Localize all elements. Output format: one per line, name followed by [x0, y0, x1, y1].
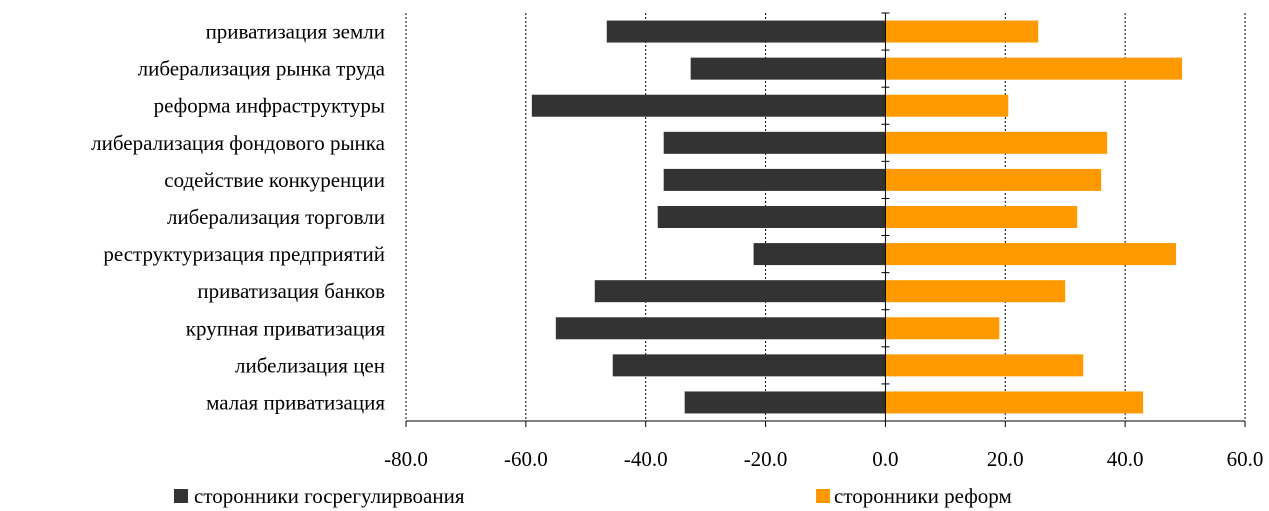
legend-label-reform: сторонники реформ	[834, 484, 1012, 508]
category-label: крупная приватизация	[186, 316, 386, 340]
bar-regulation	[606, 20, 886, 43]
category-label: содействие конкуренции	[164, 168, 385, 192]
bar-reform	[885, 206, 1078, 228]
bar-reform	[885, 131, 1108, 154]
bar-reform	[885, 280, 1066, 303]
x-tick-label: -40.0	[624, 447, 668, 471]
x-tick-label: 0.0	[872, 447, 898, 471]
bar-reform	[885, 391, 1144, 414]
bar-regulation	[663, 131, 886, 154]
category-label: либерализация рынка труда	[138, 57, 386, 81]
category-label: реформа инфраструктуры	[154, 94, 385, 118]
bar-reform	[885, 243, 1177, 266]
category-label: либерализация фондового рынка	[91, 131, 386, 155]
bar-reform	[885, 20, 1039, 43]
axes	[405, 12, 1246, 427]
legend: сторонники госрегулирвоания сторонники р…	[174, 484, 1012, 508]
bar-reform	[885, 354, 1084, 377]
x-tick-label: 20.0	[987, 447, 1024, 471]
category-label: малая приватизация	[206, 390, 385, 414]
bar-regulation	[663, 168, 886, 191]
bar-regulation	[690, 57, 886, 80]
bar-regulation	[531, 94, 886, 117]
category-labels: приватизация земли либерализация рынка тр…	[91, 20, 386, 415]
bar-regulation	[684, 391, 886, 414]
x-tick-labels: -80.0 -60.0 -40.0 -20.0 0.0 20.0 40.0 60.0	[384, 447, 1263, 471]
bar-regulation	[594, 280, 886, 303]
x-tick-label: -20.0	[744, 447, 788, 471]
category-label: реструктуризация предприятий	[103, 242, 385, 266]
bar-regulation	[555, 317, 886, 340]
bar-regulation	[657, 206, 886, 228]
bar-reform	[885, 94, 1009, 117]
x-tick-label: 60.0	[1227, 447, 1264, 471]
bar-regulation	[612, 354, 886, 377]
category-label: приватизация земли	[206, 20, 385, 44]
x-tick-label: -80.0	[384, 447, 428, 471]
category-label: либерализация торговли	[167, 205, 385, 229]
bar-regulation	[753, 243, 886, 266]
bars	[531, 20, 1183, 414]
legend-swatch-reform	[816, 489, 830, 503]
x-tick-label: -60.0	[504, 447, 548, 471]
category-label: либелизация цен	[235, 353, 385, 377]
category-label: приватизация банков	[197, 279, 385, 303]
legend-label-regulation: сторонники госрегулирвоания	[194, 484, 465, 508]
legend-swatch-regulation	[174, 489, 188, 503]
bar-reform	[885, 317, 1000, 340]
bar-reform	[885, 168, 1102, 191]
x-tick-label: 40.0	[1107, 447, 1144, 471]
bar-reform	[885, 57, 1183, 80]
